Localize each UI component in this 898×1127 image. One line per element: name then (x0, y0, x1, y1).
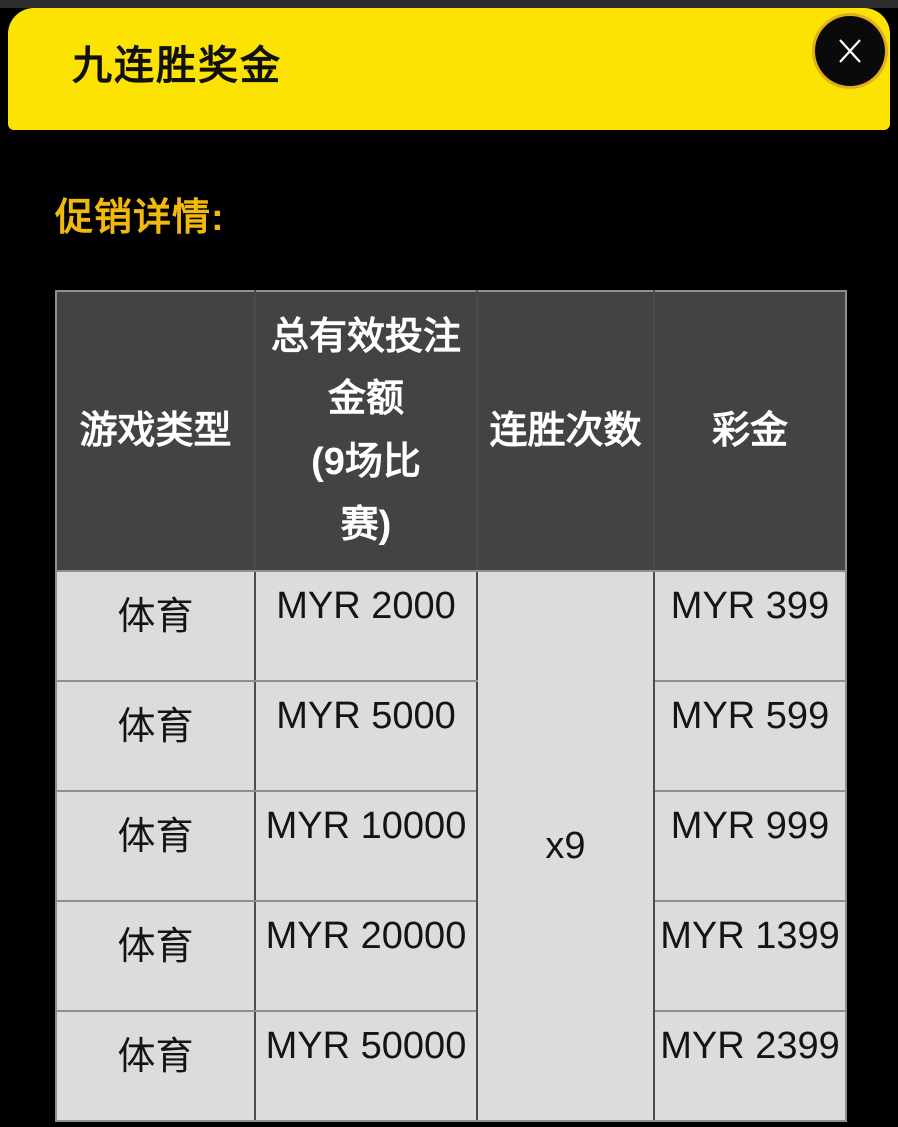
modal-header-bar: 九连胜奖金 (8, 8, 890, 130)
table-row: 体育 MYR 2000 x9 MYR 399 (55, 570, 847, 1122)
table-row: 体育 MYR 5000 MYR 599 (55, 680, 847, 792)
streak-bonus-table: 游戏类型 总有效投注 金额 (9场比 赛) 连胜次数 彩金 体育 MYR 200… (55, 290, 847, 1122)
game-type-cell: 体育 (55, 790, 256, 902)
bet-amount-cell: MYR 5000 (254, 680, 478, 792)
bet-amount-cell: MYR 20000 (254, 900, 478, 1012)
bet-amount-cell: MYR 50000 (254, 1010, 478, 1122)
col-header-game-type: 游戏类型 (55, 290, 256, 572)
table-row: 体育 MYR 20000 MYR 1399 (55, 900, 847, 1012)
bonus-cell: MYR 1399 (653, 900, 847, 1012)
col-header-bet-amount: 总有效投注 金额 (9场比 赛) (254, 290, 478, 572)
page-top-strip (0, 0, 898, 8)
close-button[interactable] (815, 16, 885, 86)
bet-amount-cell: MYR 10000 (254, 790, 478, 902)
streak-merged-cell: x9 (476, 570, 655, 1122)
bonus-cell: MYR 399 (653, 570, 847, 682)
game-type-cell: 体育 (55, 1010, 256, 1122)
table-row: 体育 MYR 10000 MYR 999 (55, 790, 847, 902)
bonus-cell: MYR 599 (653, 680, 847, 792)
modal-title: 九连胜奖金 (72, 44, 282, 88)
bet-amount-cell: MYR 2000 (254, 570, 478, 682)
col-header-bonus: 彩金 (653, 290, 847, 572)
bonus-cell: MYR 999 (653, 790, 847, 902)
col-header-streak-count: 连胜次数 (476, 290, 655, 572)
table-header-row: 游戏类型 总有效投注 金额 (9场比 赛) 连胜次数 彩金 (55, 290, 847, 572)
bonus-cell: MYR 2399 (653, 1010, 847, 1122)
game-type-cell: 体育 (55, 680, 256, 792)
table-row: 体育 MYR 50000 MYR 2399 (55, 1010, 847, 1122)
close-x-icon (832, 33, 868, 69)
game-type-cell: 体育 (55, 900, 256, 1012)
promo-details-label: 促销详情: (55, 197, 225, 239)
game-type-cell: 体育 (55, 570, 256, 682)
